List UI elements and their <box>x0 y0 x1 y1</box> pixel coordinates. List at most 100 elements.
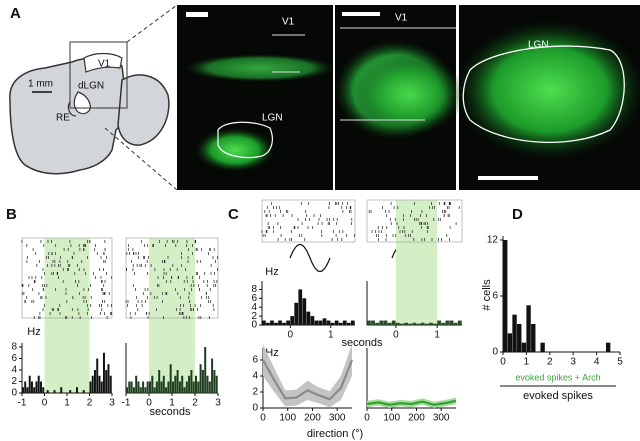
x-tick-label: 100 <box>383 413 400 424</box>
bar <box>342 320 347 325</box>
image-label: LGN <box>262 113 283 124</box>
bar <box>428 322 433 325</box>
x-axis-label: evoked spikes <box>523 390 593 402</box>
bar <box>197 381 200 393</box>
bar <box>109 375 112 393</box>
bar <box>46 390 49 393</box>
bar <box>350 320 355 325</box>
bar <box>322 318 327 325</box>
bar <box>375 322 380 325</box>
scale-label: 1 mm <box>28 79 53 90</box>
raster-spikes <box>125 240 218 319</box>
stimulus-wave <box>289 243 331 273</box>
y-tick-label: 8 <box>251 284 257 295</box>
x-tick-label: 4 <box>594 357 600 368</box>
x-tick-label: 1 <box>169 398 175 409</box>
bar <box>42 387 45 393</box>
y-tick-label: 0 <box>11 388 17 399</box>
raster-spikes <box>261 202 355 241</box>
y-tick-label: 4 <box>252 371 258 382</box>
bar <box>278 320 282 325</box>
y-tick-label: 8 <box>11 342 17 353</box>
bar <box>174 375 177 393</box>
bar <box>153 387 156 393</box>
bar <box>31 381 33 393</box>
bar <box>441 322 446 325</box>
bar <box>22 387 24 393</box>
bar <box>294 302 299 325</box>
bar <box>298 289 303 325</box>
bar <box>521 342 527 352</box>
image-label: V1 <box>282 17 295 28</box>
x-axis-label: direction (°) <box>307 428 363 440</box>
panel-label: A <box>10 5 21 22</box>
annotation: evoked spikes + Arch <box>515 372 600 382</box>
tuning-line <box>262 359 354 401</box>
x-tick-label: 0 <box>364 413 370 424</box>
bar <box>188 375 191 393</box>
bar <box>395 322 400 325</box>
bar <box>40 381 42 393</box>
y-axis-label: # cells <box>481 279 493 311</box>
raster-frame <box>125 237 219 319</box>
y-tick-label: 6 <box>11 353 17 364</box>
error-band <box>263 344 352 408</box>
bar <box>132 387 135 393</box>
bar <box>266 322 270 325</box>
bar <box>306 311 311 325</box>
bar <box>282 322 286 325</box>
bar <box>330 322 335 325</box>
bar <box>262 320 266 325</box>
bar <box>60 387 63 393</box>
bar <box>98 375 101 393</box>
bar <box>199 364 202 393</box>
bar <box>107 364 110 393</box>
bar <box>28 375 31 393</box>
bar <box>416 323 421 325</box>
y-tick-label: 0 <box>492 347 498 358</box>
y-tick-label: 6 <box>252 355 258 366</box>
bar <box>162 375 165 393</box>
image-3 <box>455 5 640 190</box>
bar <box>379 320 384 325</box>
bar <box>371 320 375 325</box>
bar <box>165 387 168 393</box>
bar <box>503 240 508 352</box>
bar <box>206 375 209 393</box>
x-tick-label: 2 <box>192 398 198 409</box>
image-label: V1 <box>395 13 408 24</box>
bar <box>412 322 417 325</box>
x-tick-label: -1 <box>18 398 27 409</box>
panel-label: D <box>512 206 523 223</box>
x-tick-label: 3 <box>570 357 576 368</box>
x-tick-label: -1 <box>122 398 131 409</box>
bar <box>130 381 133 393</box>
x-tick-label: 200 <box>304 413 321 424</box>
bar <box>69 390 72 393</box>
x-tick-label: 300 <box>329 413 346 424</box>
x-tick-label: 0 <box>288 330 294 341</box>
bar <box>208 381 211 393</box>
panel-label: C <box>228 206 239 223</box>
x-tick-label: 0 <box>260 413 266 424</box>
bar <box>94 370 96 393</box>
bar <box>160 381 163 393</box>
bar <box>400 323 404 325</box>
bar <box>404 322 409 325</box>
bar <box>286 320 291 325</box>
x-tick-label: 0 <box>500 357 506 368</box>
bar <box>185 381 188 393</box>
bar <box>35 381 38 393</box>
light-period <box>395 200 438 325</box>
bar <box>605 342 611 352</box>
x-tick-label: 5 <box>617 357 623 368</box>
bar <box>290 316 295 325</box>
light-period <box>149 238 195 393</box>
bar <box>82 390 85 393</box>
bar <box>326 320 331 325</box>
bar <box>33 387 36 393</box>
y-tick-label: 4 <box>11 365 17 376</box>
bar <box>89 381 92 393</box>
x-tick-label: 3 <box>215 398 221 409</box>
bar <box>126 387 128 393</box>
